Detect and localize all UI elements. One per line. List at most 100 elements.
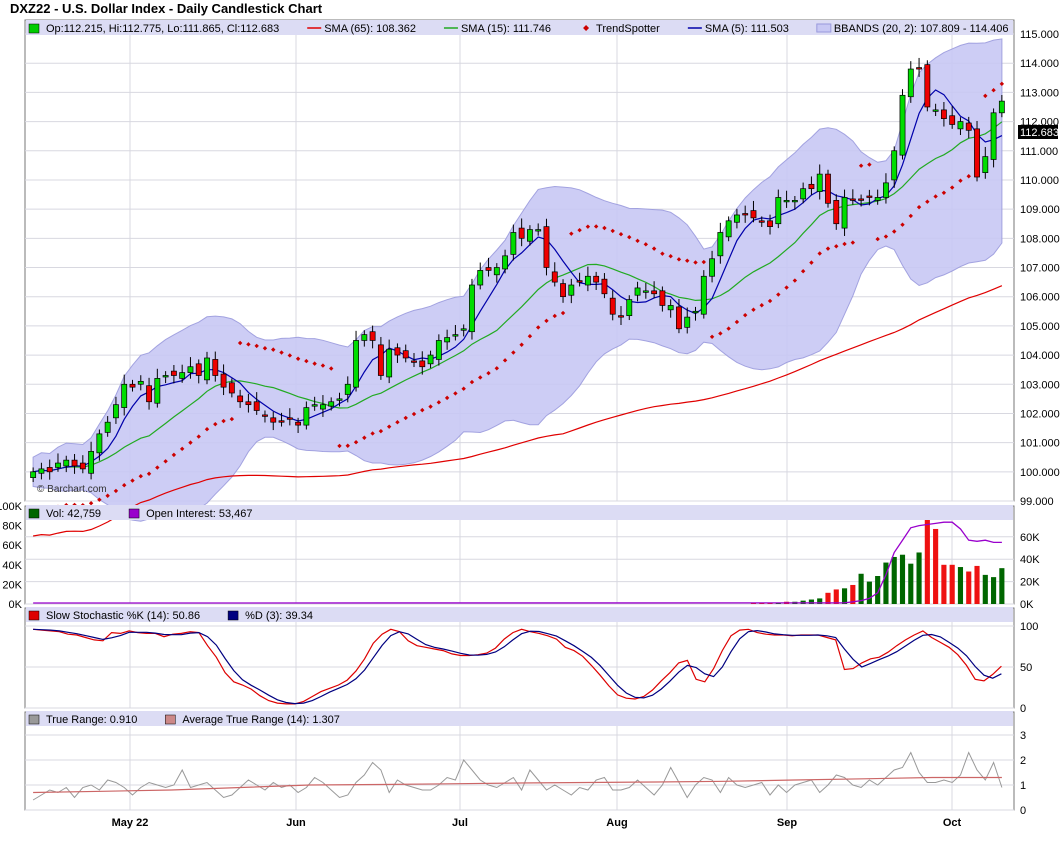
true_range-bar [26,711,1013,726]
trendspotter-marker [991,88,996,93]
candle [551,271,558,283]
stoch-frame [24,607,1015,709]
candle [684,316,691,328]
candle [162,375,169,378]
candle [593,275,600,283]
candle [30,471,37,479]
volume-tick-right: 40K [1020,554,1040,566]
volume-bars [750,507,1005,604]
trendspotter-marker [941,190,947,195]
trendspotter-marker [279,350,284,355]
true-range-tick: 0 [1020,805,1026,817]
trendspotter-marker [585,224,591,229]
volume-bar [850,584,856,604]
candle [46,467,53,473]
volume-bar [974,565,980,604]
candle [477,270,484,286]
candle [841,197,848,229]
candle [907,68,914,98]
trendspotter-marker [511,350,516,355]
price-tick: 112.000 [1020,117,1059,129]
trendspotter-marker [213,421,218,427]
candle [518,227,525,239]
true-range-tick: 2 [1020,755,1026,767]
candle [469,284,475,333]
candle [204,357,210,381]
trendspotter-marker [883,234,889,239]
candle [527,229,533,242]
candle [146,385,152,403]
price-tick: 115.000 [1020,29,1059,41]
candle [63,459,70,467]
trendspotter-marker [370,431,375,436]
candle [170,370,177,376]
candle [502,255,508,270]
trendspotter-marker [858,163,864,168]
candle [121,383,128,408]
candle [361,334,368,341]
trendspotter-marker [353,440,359,445]
trendspotter-marker [560,310,566,316]
candle [816,173,823,192]
candle [560,283,566,298]
trendspotter-marker [535,325,541,330]
trendspotter-marker [502,358,508,363]
volume-bar [817,598,823,604]
candle [113,404,119,419]
price-tick: 100.000 [1020,467,1060,479]
trendspotter-marker [784,285,789,290]
volume-bar [933,528,939,604]
candle [228,382,235,394]
legend-swatch [165,714,176,725]
candle [601,278,608,295]
volume-bar [949,564,955,604]
volume-tick-right: 20K [1020,577,1040,589]
legend-label: Op:112.215, Hi:112.775, Lo:111.865, Cl:1… [46,23,279,35]
candle [659,290,666,306]
candle [96,433,103,454]
legend-label: SMA (5): 111.503 [705,23,789,35]
volume-tick-right: 0K [1020,599,1034,611]
open-interest-line [33,521,1002,604]
trendspotter-marker [676,257,682,262]
trendspotter-marker [825,246,831,251]
candle [709,258,715,277]
legend-swatch [583,25,590,31]
trendspotter-marker [892,229,897,234]
trendspotter-marker [999,81,1005,87]
candle [328,401,335,407]
candle [336,398,343,401]
price-tick: 108.000 [1020,233,1060,245]
trendspotter-marker [312,361,317,366]
last-price-box [1018,125,1058,139]
legend-swatch [28,508,40,519]
true-range-line [32,751,1003,801]
x-tick-label: Oct [943,817,962,829]
trendspotter-marker [204,426,210,432]
trendspotter-marker [767,298,773,304]
candle [990,112,997,160]
candle [377,344,384,376]
trendspotter-marker [88,500,94,506]
candle [692,310,699,314]
volume-tick-left: 100K [0,501,23,513]
candle [949,115,956,125]
candle [88,451,95,474]
trendspotter-marker [386,424,392,429]
trendspotter-marker [188,440,193,445]
candle [891,150,898,181]
candle [295,421,302,426]
candle [154,378,161,404]
trendspotter-marker [97,497,102,502]
stochastic-tick: 100 [1020,621,1038,633]
true-range-panel: 3 2 1 0 [32,730,1026,817]
volume-bar [883,562,889,604]
trendspotter-marker [693,260,698,265]
candle [195,363,202,376]
trendspotter-marker [287,353,293,358]
true-range-tick: 1 [1020,780,1026,792]
candle [179,372,186,379]
price-tick: 104.000 [1020,350,1060,362]
trendspotter-marker [718,331,723,336]
